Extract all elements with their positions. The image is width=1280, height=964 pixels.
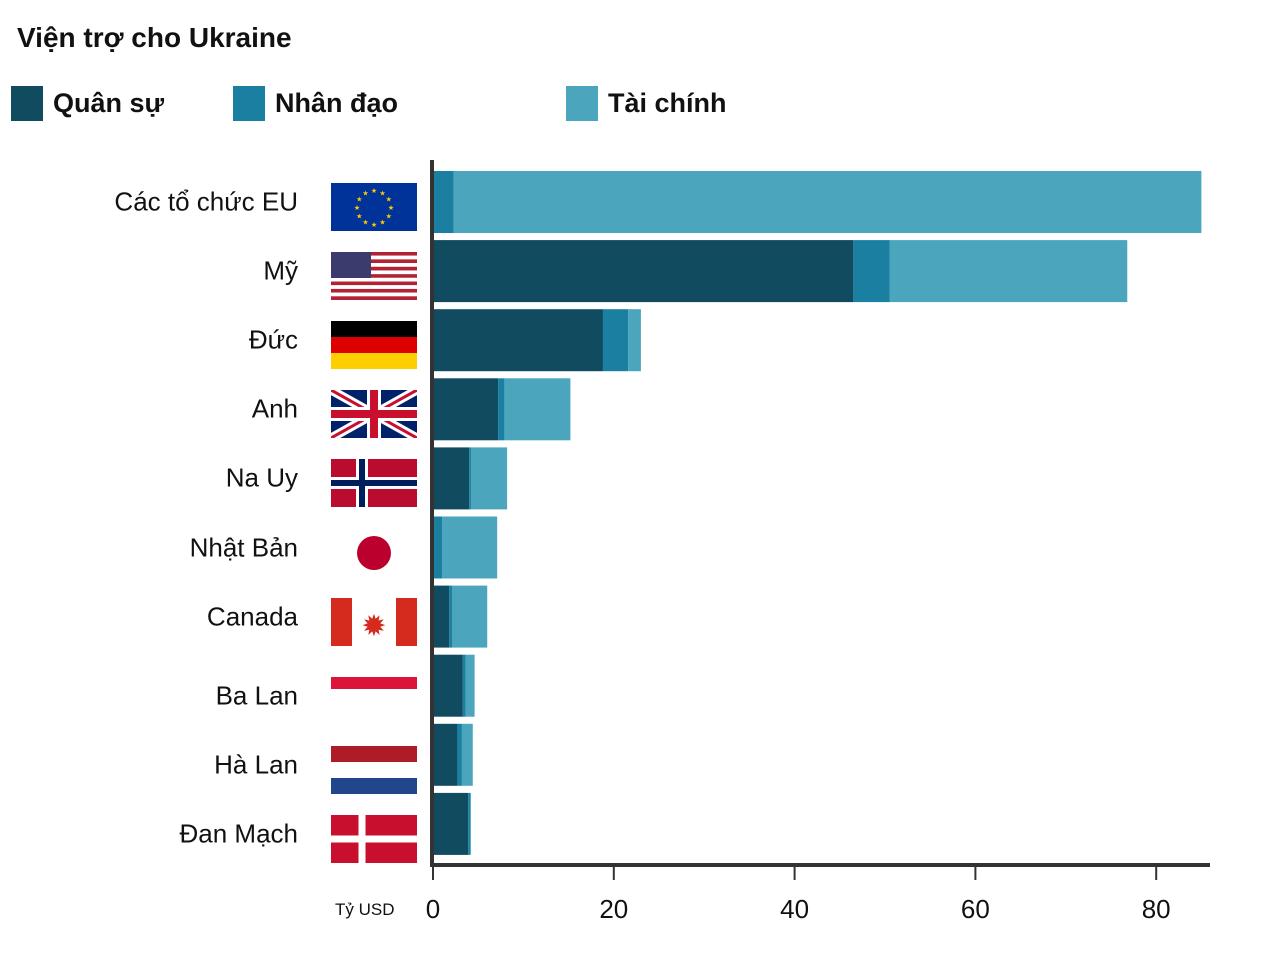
bar-Nhân đạo xyxy=(468,792,471,855)
svg-text:★: ★ xyxy=(371,187,377,195)
legend-label: Tài chính xyxy=(608,88,727,118)
x-tick-label: 80 xyxy=(1141,894,1171,924)
legend-item-military: Quân sự xyxy=(11,86,164,121)
norway-flag-icon xyxy=(331,459,417,508)
category-label: Mỹ xyxy=(263,255,298,286)
legend-swatch xyxy=(11,86,43,121)
svg-text:★: ★ xyxy=(371,221,377,229)
usa-flag-icon xyxy=(331,252,417,301)
bar-Nhân đạo xyxy=(462,654,466,717)
bar-Tài chính xyxy=(470,447,508,510)
bar-Tài chính xyxy=(453,171,1202,233)
bar-Quân sự xyxy=(433,378,499,441)
svg-text:★: ★ xyxy=(388,204,394,212)
bar-Nhân đạo xyxy=(469,447,471,510)
x-tick-label: 0 xyxy=(425,894,441,924)
bar-Quân sự xyxy=(433,447,470,510)
legend-swatch xyxy=(233,86,265,121)
svg-text:✹: ✹ xyxy=(361,610,386,643)
category-label: Na Uy xyxy=(225,462,298,493)
bar-Tài chính xyxy=(628,309,641,372)
bar-Quân sự xyxy=(433,723,458,786)
germany-flag-icon xyxy=(331,321,417,370)
bar-Tài chính xyxy=(465,654,475,717)
legend-item-financial: Tài chính xyxy=(566,86,727,121)
bar-Tài chính xyxy=(451,585,488,648)
bar-Tài chính xyxy=(889,240,1128,303)
bar-Nhân đạo xyxy=(602,309,629,372)
bar-Nhân đạo xyxy=(498,378,505,441)
svg-text:★: ★ xyxy=(356,196,362,204)
category-label: Canada xyxy=(206,601,298,632)
x-tick-label: 40 xyxy=(780,894,810,924)
svg-text:★: ★ xyxy=(362,189,368,197)
bar-Tài chính xyxy=(461,723,473,786)
bar-Nhân đạo xyxy=(853,240,890,303)
svg-text:★: ★ xyxy=(379,219,385,227)
legend-swatch xyxy=(566,86,598,121)
category-label: Anh xyxy=(251,393,298,424)
uk-flag-icon xyxy=(328,386,420,443)
category-label: Các tổ chức EU xyxy=(114,186,298,217)
bar-Nhân đạo xyxy=(433,516,443,579)
bar-Quân sự xyxy=(433,309,603,372)
svg-text:★: ★ xyxy=(386,196,392,204)
canada-flag-icon: ✹ xyxy=(331,597,417,646)
japan-flag-icon xyxy=(331,528,417,577)
svg-text:★: ★ xyxy=(356,213,362,221)
bar-Quân sự xyxy=(433,654,463,717)
chart-title: Viện trợ cho Ukraine xyxy=(17,22,292,53)
bar-Nhân đạo xyxy=(433,171,454,233)
svg-text:★: ★ xyxy=(379,189,385,197)
bar-Tài chính xyxy=(442,516,498,579)
bar-Quân sự xyxy=(433,792,469,855)
legend-item-humanitarian: Nhân đạo xyxy=(233,86,398,121)
bar-Tài chính xyxy=(504,378,571,441)
bar-Quân sự xyxy=(433,585,450,648)
svg-text:★: ★ xyxy=(386,213,392,221)
bar-Quân sự xyxy=(433,240,854,303)
x-tick-label: 20 xyxy=(599,894,629,924)
x-axis-unit: Tỷ USD xyxy=(335,900,395,919)
netherlands-flag-icon xyxy=(331,745,417,794)
category-label: Hà Lan xyxy=(214,749,298,780)
bar-Tài chính xyxy=(470,792,471,855)
x-tick-label: 60 xyxy=(960,894,990,924)
bar-Nhân đạo xyxy=(449,585,452,648)
category-label: Đức xyxy=(248,324,298,355)
denmark-flag-icon xyxy=(331,814,417,863)
legend-label: Quân sự xyxy=(53,88,165,118)
category-label: Nhật Bản xyxy=(189,532,298,562)
category-label: Ba Lan xyxy=(215,680,298,711)
legend-label: Nhân đạo xyxy=(275,88,399,118)
category-label: Đan Mạch xyxy=(179,818,299,849)
svg-text:★: ★ xyxy=(362,219,368,227)
bar-Nhân đạo xyxy=(457,723,462,786)
svg-text:★: ★ xyxy=(354,204,360,212)
eu-flag-icon: ★ ★ ★ ★ ★ ★ ★ ★ ★ ★ ★ ★ xyxy=(331,183,417,231)
